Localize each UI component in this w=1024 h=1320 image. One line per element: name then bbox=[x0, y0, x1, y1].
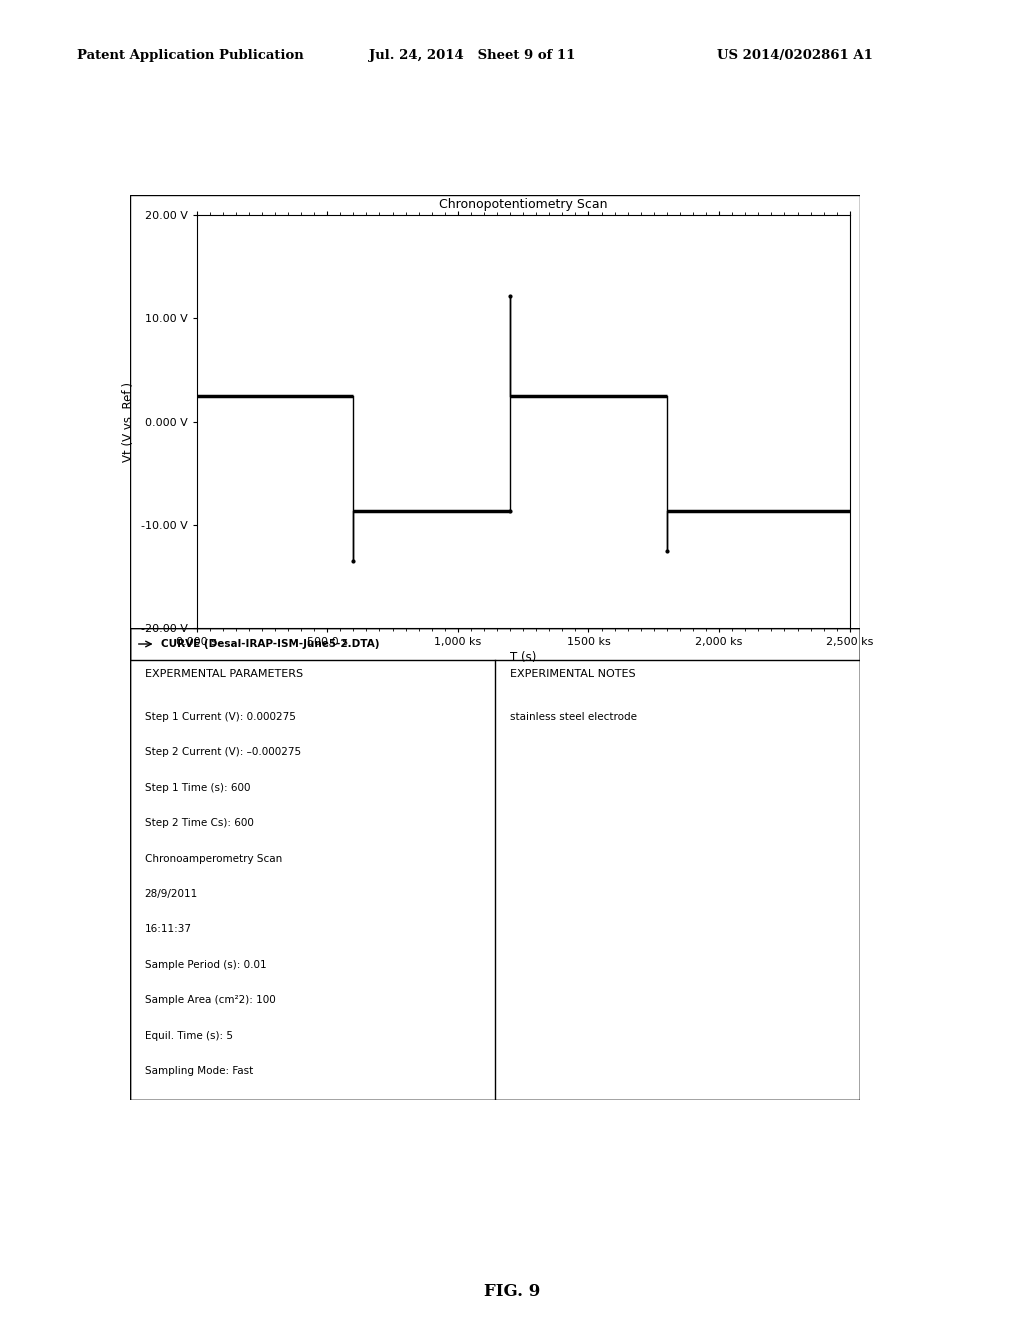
Text: Equil. Time (s): 5: Equil. Time (s): 5 bbox=[144, 1031, 232, 1040]
Text: CURVE (Desal-IRAP-ISM-June5-2.DTA): CURVE (Desal-IRAP-ISM-June5-2.DTA) bbox=[161, 639, 379, 649]
Text: Jul. 24, 2014   Sheet 9 of 11: Jul. 24, 2014 Sheet 9 of 11 bbox=[369, 49, 575, 62]
X-axis label: T (s): T (s) bbox=[510, 651, 537, 664]
Text: Sampling Mode: Fast: Sampling Mode: Fast bbox=[144, 1067, 253, 1076]
Text: Sample Area (cm²2): 100: Sample Area (cm²2): 100 bbox=[144, 995, 275, 1005]
Text: Sample Period (s): 0.01: Sample Period (s): 0.01 bbox=[144, 960, 266, 970]
Text: Step 2 Time Cs): 600: Step 2 Time Cs): 600 bbox=[144, 818, 254, 828]
Text: FIG. 9: FIG. 9 bbox=[484, 1283, 540, 1300]
Text: EXPERMENTAL PARAMETERS: EXPERMENTAL PARAMETERS bbox=[144, 669, 303, 680]
Text: 16:11:37: 16:11:37 bbox=[144, 924, 191, 935]
Text: 28/9/2011: 28/9/2011 bbox=[144, 888, 198, 899]
Text: Step 2 Current (V): –0.000275: Step 2 Current (V): –0.000275 bbox=[144, 747, 301, 758]
Text: stainless steel electrode: stainless steel electrode bbox=[510, 711, 637, 722]
Y-axis label: Vt (V vs. Ref.): Vt (V vs. Ref.) bbox=[122, 381, 135, 462]
Text: Step 1 Time (s): 600: Step 1 Time (s): 600 bbox=[144, 783, 250, 793]
Text: Chronoamperometry Scan: Chronoamperometry Scan bbox=[144, 854, 282, 863]
Text: Patent Application Publication: Patent Application Publication bbox=[77, 49, 303, 62]
Text: EXPERIMENTAL NOTES: EXPERIMENTAL NOTES bbox=[510, 669, 635, 680]
Text: US 2014/0202861 A1: US 2014/0202861 A1 bbox=[717, 49, 872, 62]
Text: Step 1 Current (V): 0.000275: Step 1 Current (V): 0.000275 bbox=[144, 711, 296, 722]
Bar bbox=[130, 628, 860, 660]
Title: Chronopotentiometry Scan: Chronopotentiometry Scan bbox=[439, 198, 607, 211]
